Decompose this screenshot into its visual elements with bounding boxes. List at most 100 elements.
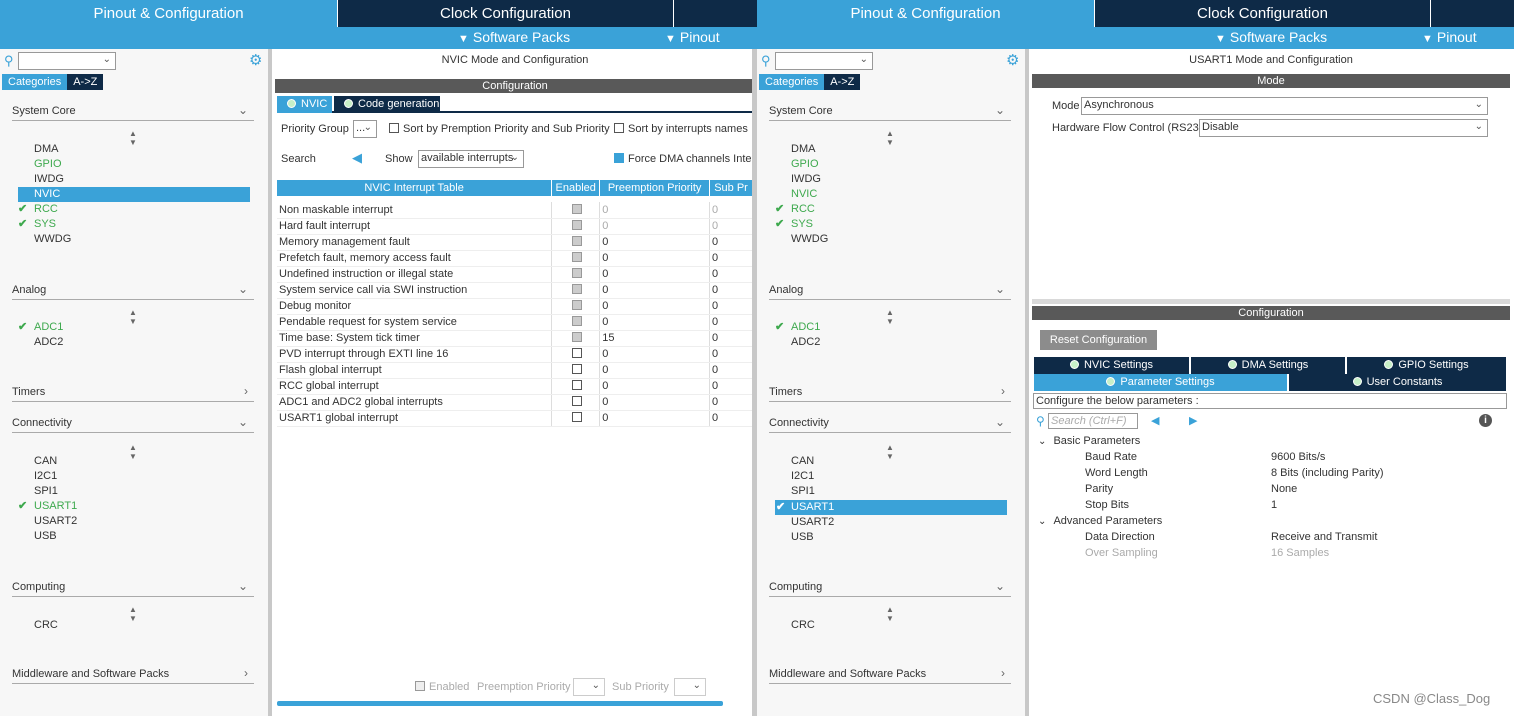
az-button[interactable]: A->Z	[67, 74, 104, 90]
search-dropdown[interactable]: ⌄	[18, 52, 116, 70]
enabled-cell[interactable]	[551, 346, 601, 363]
software-packs-menu[interactable]: ▼ Software Packs	[458, 29, 570, 45]
sidebar-item-usart2[interactable]: USART2	[34, 515, 78, 527]
reset-configuration-button[interactable]: Reset Configuration	[1040, 330, 1157, 350]
table-row[interactable]: USART1 global interrupt 0 0	[277, 410, 753, 427]
preemption-priority-cell[interactable]: 0	[599, 346, 711, 363]
enabled-checkbox[interactable]	[571, 348, 582, 358]
category-computing[interactable]: Computing ⌄	[769, 579, 1011, 597]
preemption-priority-cell[interactable]: 0	[599, 298, 711, 315]
sidebar-item-iwdg[interactable]: IWDG	[34, 173, 64, 185]
category-system-core[interactable]: System Core ⌄	[12, 103, 254, 121]
hwflow-select[interactable]: Disable ⌄	[1199, 119, 1488, 137]
enabled-checkbox[interactable]	[571, 316, 582, 326]
tab-clock-configuration[interactable]: Clock Configuration	[1094, 0, 1430, 27]
table-row[interactable]: Prefetch fault, memory access fault 0 0	[277, 250, 753, 267]
az-button[interactable]: A->Z	[824, 74, 861, 90]
category-computing[interactable]: Computing ⌄	[12, 579, 254, 597]
sidebar-item-dma[interactable]: DMA	[791, 143, 816, 155]
column-header[interactable]: Sub Pr	[709, 180, 753, 196]
tab-gpio-settings[interactable]: GPIO Settings	[1347, 357, 1506, 374]
sub-priority-cell[interactable]: 0	[709, 282, 753, 299]
preemption-priority-cell[interactable]: 0	[599, 218, 711, 235]
param-word-length-value[interactable]: 8 Bits (including Parity)	[1271, 467, 1384, 479]
info-icon[interactable]: i	[1479, 414, 1492, 427]
table-row[interactable]: Time base: System tick timer 15 0	[277, 330, 753, 347]
sidebar-item-gpio[interactable]: GPIO	[34, 158, 62, 170]
tab-dma-settings[interactable]: DMA Settings	[1191, 357, 1345, 374]
column-header[interactable]: Enabled	[551, 180, 601, 196]
column-header[interactable]: Preemption Priority	[599, 180, 711, 196]
param-baud-rate-value[interactable]: 9600 Bits/s	[1271, 451, 1326, 463]
sidebar-item-rcc[interactable]: ✔ RCC	[16, 202, 58, 217]
enabled-cell[interactable]	[551, 250, 601, 267]
basic-parameters-group[interactable]: ⌄ Basic Parameters	[1038, 435, 1140, 451]
preemption-select[interactable]: ⌄	[573, 678, 605, 696]
sort-preemption-option[interactable]: Sort by Premption Priority and Sub Prior…	[389, 123, 610, 135]
enabled-checkbox[interactable]	[571, 203, 582, 214]
enabled-checkbox[interactable]	[571, 364, 582, 374]
sub-priority-cell[interactable]: 0	[709, 410, 753, 427]
enabled-checkbox[interactable]	[571, 412, 582, 422]
enabled-checkbox[interactable]	[571, 220, 582, 230]
enabled-cell[interactable]	[551, 218, 601, 235]
sidebar-item-sys[interactable]: ✔ SYS	[773, 217, 813, 232]
enabled-checkbox[interactable]	[571, 396, 582, 406]
tab-pinout-configuration[interactable]: Pinout & Configuration	[757, 0, 1094, 27]
preemption-priority-cell[interactable]: 0	[599, 378, 711, 395]
table-row[interactable]: Debug monitor 0 0	[277, 298, 753, 315]
software-packs-menu[interactable]: ▼ Software Packs	[1215, 29, 1327, 45]
table-row[interactable]: Undefined instruction or illegal state 0 0	[277, 266, 753, 283]
enabled-cell[interactable]	[551, 378, 601, 395]
enabled-checkbox[interactable]	[571, 300, 582, 310]
enabled-checkbox[interactable]	[571, 284, 582, 294]
sub-priority-cell[interactable]: 0	[709, 298, 753, 315]
tab-blank[interactable]	[1430, 0, 1514, 27]
sidebar-item-adc1[interactable]: ✔ ADC1	[16, 320, 63, 335]
categories-button[interactable]: Categories	[759, 74, 825, 90]
gear-icon[interactable]: ⚙	[1006, 52, 1020, 69]
parameter-search-input[interactable]: Search (Ctrl+F)	[1048, 413, 1138, 429]
sidebar-item-nvic[interactable]: NVIC	[791, 188, 818, 200]
table-row[interactable]: Non maskable interrupt 0 0	[277, 202, 753, 219]
column-header[interactable]: NVIC Interrupt Table	[277, 180, 553, 196]
category-connectivity[interactable]: Connectivity ⌄	[769, 415, 1011, 433]
sidebar-item-wwdg[interactable]: WWDG	[34, 233, 72, 245]
table-row[interactable]: PVD interrupt through EXTI line 16 0 0	[277, 346, 753, 363]
param-stop-bits-value[interactable]: 1	[1271, 499, 1278, 511]
category-connectivity[interactable]: Connectivity ⌄	[12, 415, 254, 433]
sort-names-checkbox[interactable]	[614, 123, 624, 133]
sub-priority-cell[interactable]: 0	[709, 234, 753, 251]
sidebar-item-wwdg[interactable]: WWDG	[791, 233, 829, 245]
show-select[interactable]: available interrupts ⌄	[418, 150, 524, 168]
sidebar-item-spi1[interactable]: SPI1	[34, 485, 58, 497]
sub-priority-cell[interactable]: 0	[709, 394, 753, 411]
pinout-menu[interactable]: ▼ Pinout	[1422, 29, 1477, 45]
sidebar-item-can[interactable]: CAN	[791, 455, 815, 467]
horizontal-scrollbar[interactable]	[277, 701, 723, 706]
category-timers[interactable]: Timers ›	[12, 384, 254, 402]
sidebar-item-spi1[interactable]: SPI1	[791, 485, 815, 497]
sidebar-item-usart1[interactable]: ✔ USART1	[16, 499, 77, 514]
enabled-checkbox[interactable]	[571, 236, 582, 246]
search-next-icon[interactable]: ▶	[1189, 415, 1198, 427]
sidebar-item-usb[interactable]: USB	[34, 530, 57, 542]
tab-user-constants[interactable]: User Constants	[1289, 374, 1506, 391]
param-data-direction-value[interactable]: Receive and Transmit	[1271, 531, 1378, 543]
enabled-cell[interactable]	[551, 362, 601, 379]
param-parity-value[interactable]: None	[1271, 483, 1298, 495]
priority-group-select[interactable]: ... ⌄	[353, 120, 377, 138]
enabled-checkbox[interactable]	[415, 681, 425, 691]
category-analog[interactable]: Analog ⌄	[769, 282, 1011, 300]
sub-priority-select[interactable]: ⌄	[674, 678, 706, 696]
sidebar-item-usb[interactable]: USB	[791, 531, 814, 543]
preemption-priority-cell[interactable]: 0	[599, 234, 711, 251]
enabled-cell[interactable]	[551, 314, 601, 331]
sidebar-item-gpio[interactable]: GPIO	[791, 158, 819, 170]
enabled-cell[interactable]	[551, 234, 601, 251]
category-timers[interactable]: Timers ›	[769, 384, 1011, 402]
tab-nvic[interactable]: NVIC	[277, 96, 332, 113]
sub-priority-cell[interactable]: 0	[709, 218, 753, 235]
tab-code-generation[interactable]: Code generation	[334, 96, 440, 113]
category-system-core[interactable]: System Core ⌄	[769, 103, 1011, 121]
